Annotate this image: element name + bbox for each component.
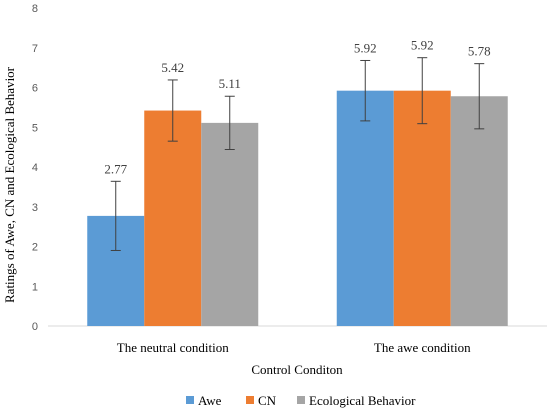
y-tick-label: 4 — [32, 162, 38, 174]
legend: Awe CN Ecological Behavior — [186, 393, 416, 408]
bar — [450, 96, 508, 327]
data-label: 5.92 — [354, 40, 377, 55]
error-bars — [110, 57, 485, 251]
data-label: 5.11 — [219, 76, 241, 91]
bar — [393, 90, 451, 327]
y-axis-title-group: Ratings of Awe, CN and Ecological Behavi… — [2, 66, 17, 303]
y-tick-label: 7 — [32, 43, 38, 55]
y-tick-label: 1 — [32, 281, 38, 293]
data-label: 5.42 — [161, 60, 184, 75]
legend-label: Ecological Behavior — [309, 393, 416, 408]
category-label: The awe condition — [374, 340, 471, 355]
y-tick-label: 0 — [32, 321, 38, 333]
data-label: 5.78 — [468, 44, 491, 59]
category-labels: The neutral condition The awe condition — [117, 340, 471, 355]
data-labels: 2.77 5.42 5.11 5.92 5.92 5.78 — [104, 38, 490, 177]
y-tick-label: 3 — [32, 202, 38, 214]
bars — [87, 90, 508, 327]
bar — [336, 90, 394, 327]
data-label: 2.77 — [104, 161, 127, 176]
bar — [201, 122, 259, 326]
y-tick-label: 5 — [32, 122, 38, 134]
bar — [144, 110, 202, 327]
legend-label: Awe — [198, 393, 222, 408]
legend-swatch — [246, 396, 254, 404]
y-tick-label: 2 — [32, 242, 38, 254]
category-label: The neutral condition — [117, 340, 229, 355]
x-axis-title: Control Conditon — [251, 362, 343, 377]
data-label: 5.92 — [411, 38, 434, 53]
y-tick-label: 6 — [32, 83, 38, 95]
legend-swatch — [186, 396, 194, 404]
y-axis-ticks: 0 1 2 3 4 5 6 7 8 — [32, 3, 38, 333]
y-tick-label: 8 — [32, 3, 38, 15]
legend-label: CN — [258, 393, 277, 408]
y-axis-title: Ratings of Awe, CN and Ecological Behavi… — [2, 66, 17, 303]
legend-swatch — [297, 396, 305, 404]
